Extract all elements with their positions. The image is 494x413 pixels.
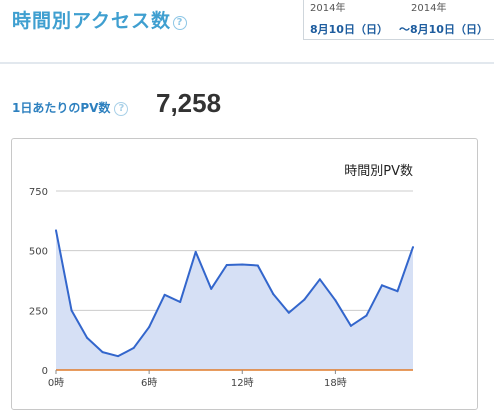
question-circle-icon[interactable]: ? <box>173 16 188 30</box>
end-day: ～8月10日（日） <box>399 23 488 36</box>
x-tick-label: 18時 <box>324 377 347 389</box>
data-point <box>256 264 259 267</box>
data-point <box>210 287 213 290</box>
series-area <box>56 230 413 370</box>
data-point <box>287 311 290 314</box>
pv-per-day-label-text: 1日あたりのPV数 <box>12 101 111 115</box>
data-point <box>303 298 306 301</box>
data-point <box>55 229 57 232</box>
chart-title: 時間別PV数 <box>344 164 413 179</box>
x-tick-label: 12時 <box>231 377 254 389</box>
data-point <box>148 326 151 329</box>
data-point <box>163 293 166 296</box>
start-day: 8月10日（日） <box>310 23 388 36</box>
hourly-pv-chart-panel: 時間別PV数 0 250 500 750 0時 6時 12時 18時 <box>11 138 478 410</box>
x-tick-label: 0時 <box>48 377 64 389</box>
data-point <box>380 284 383 287</box>
data-point <box>318 278 321 281</box>
hourly-pv-chart: 時間別PV数 0 250 500 750 0時 6時 12時 18時 <box>29 164 414 389</box>
data-point <box>349 324 352 327</box>
data-point <box>396 290 399 293</box>
data-point <box>334 299 337 302</box>
page-title-text: 時間別アクセス数 <box>12 10 172 32</box>
data-point <box>86 336 89 339</box>
date-range-picker[interactable]: 2014年 8月10日（日） 2014年 ～8月10日（日） <box>303 0 494 40</box>
data-point <box>412 246 414 249</box>
data-point <box>194 250 197 253</box>
data-point <box>179 300 182 303</box>
data-point <box>117 355 120 358</box>
data-point <box>365 314 368 317</box>
header-divider <box>0 62 494 64</box>
y-tick-label: 0 <box>42 366 48 377</box>
x-tick-label: 6時 <box>141 377 157 389</box>
start-year: 2014年 <box>310 3 346 14</box>
data-point <box>241 263 244 266</box>
series-line <box>55 230 414 358</box>
data-point <box>272 293 275 296</box>
question-circle-icon[interactable]: ? <box>114 101 129 116</box>
data-point <box>70 309 73 312</box>
y-tick-label: 250 <box>29 306 48 317</box>
pv-per-day-label: 1日あたりのPV数? <box>12 99 129 116</box>
data-point <box>132 347 135 350</box>
date-start[interactable]: 2014年 8月10日（日） <box>310 3 388 37</box>
page-title: 時間別アクセス数? <box>12 6 188 33</box>
end-year: 2014年 <box>411 3 447 14</box>
data-point <box>101 351 104 354</box>
pv-per-day-value: 7,258 <box>156 88 222 118</box>
data-point <box>225 263 228 266</box>
y-tick-label: 500 <box>29 247 48 258</box>
y-tick-label: 750 <box>29 187 48 198</box>
date-end[interactable]: 2014年 ～8月10日（日） <box>399 3 488 37</box>
